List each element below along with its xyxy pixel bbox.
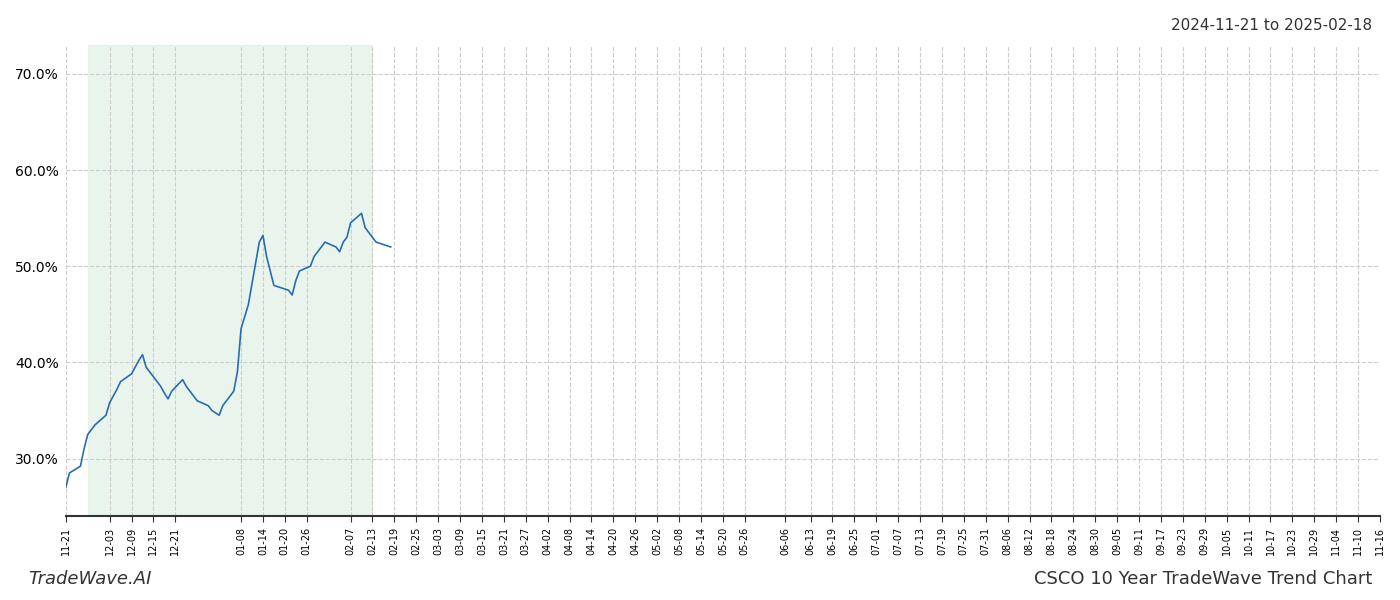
- Bar: [88, 45, 372, 516]
- Text: TradeWave.AI: TradeWave.AI: [28, 570, 151, 588]
- Text: CSCO 10 Year TradeWave Trend Chart: CSCO 10 Year TradeWave Trend Chart: [1033, 570, 1372, 588]
- Text: 2024-11-21 to 2025-02-18: 2024-11-21 to 2025-02-18: [1170, 18, 1372, 33]
